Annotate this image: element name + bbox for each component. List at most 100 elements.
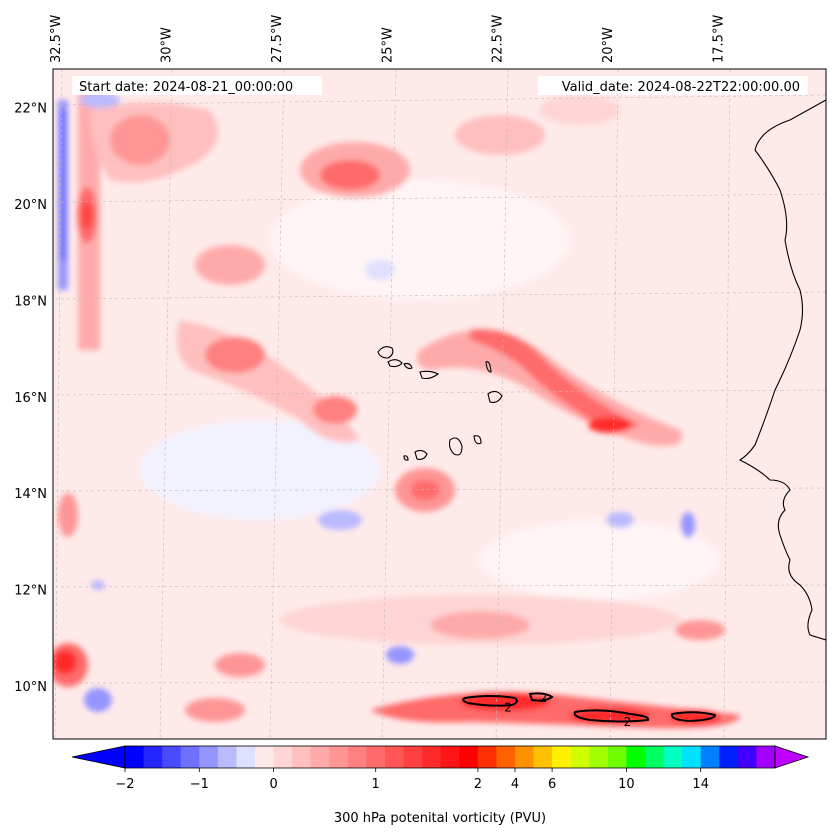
pv-negative-spot bbox=[386, 646, 414, 664]
colorbar-swatch bbox=[199, 746, 219, 768]
pv-negative-strip bbox=[60, 110, 66, 260]
colorbar-tick-label: −2 bbox=[115, 777, 134, 792]
start-date-text: Start date: 2024-08-21_00:00:00 bbox=[79, 80, 293, 95]
pv-southern-band-west-core bbox=[53, 650, 77, 674]
island-outline bbox=[377, 346, 394, 359]
pv-negative-spot bbox=[84, 688, 112, 712]
latitude-tick-label: 18°N bbox=[14, 294, 47, 309]
africa-coastline bbox=[738, 99, 826, 641]
pv-southern-band bbox=[185, 698, 245, 722]
pv-southern-band bbox=[675, 620, 725, 640]
colorbar: −2 −1 0 1 2 4 6 10 14 300 hPa potenital vorticit… bbox=[71, 745, 810, 826]
colorbar-swatch bbox=[440, 746, 460, 768]
colorbar-swatch bbox=[515, 746, 535, 768]
colorbar-tick-label: 6 bbox=[548, 777, 556, 792]
colorbar-swatch bbox=[756, 746, 776, 768]
gridline-lat bbox=[54, 94, 826, 106]
colorbar-swatch bbox=[217, 746, 237, 768]
colorbar-swatch bbox=[570, 746, 590, 768]
map-frame bbox=[52, 68, 827, 740]
latitude-tick-label: 10°N bbox=[14, 680, 47, 695]
pv-negative-spot bbox=[606, 512, 634, 528]
latitude-tick-label: 12°N bbox=[14, 584, 47, 599]
gridline-lat bbox=[54, 389, 826, 396]
colorbar-swatch bbox=[700, 746, 720, 768]
colorbar-tick-label: −1 bbox=[190, 777, 209, 792]
island-outline bbox=[485, 361, 492, 373]
gridline-lon bbox=[54, 69, 63, 739]
longitude-tick-label: 32.5°W bbox=[49, 15, 64, 63]
longitude-tick-label: 30°W bbox=[159, 27, 174, 63]
colorbar-swatch bbox=[292, 746, 312, 768]
colorbar-tick-label: 0 bbox=[269, 777, 277, 792]
gridline-lat bbox=[54, 193, 826, 203]
pv-weak-region bbox=[270, 180, 570, 300]
pv-negative-spot bbox=[681, 512, 695, 538]
colorbar-swatch bbox=[533, 746, 553, 768]
pv-central-ridge-core bbox=[313, 396, 357, 424]
island-outline bbox=[487, 390, 503, 403]
pv-negative-spot bbox=[318, 510, 362, 530]
colorbar-swatch bbox=[663, 746, 683, 768]
valid-date-box bbox=[538, 76, 808, 95]
colorbar-tick-label: 14 bbox=[692, 777, 709, 792]
island-outline bbox=[387, 359, 403, 368]
colorbar-swatch bbox=[422, 746, 442, 768]
pv-western-band-core bbox=[82, 201, 92, 229]
longitude-tick-label: 20°W bbox=[601, 27, 616, 63]
gridline-lat bbox=[54, 291, 826, 300]
pv-negative-spot bbox=[91, 580, 105, 590]
pv-contour-line bbox=[528, 692, 554, 702]
colorbar-ticks: −2 −1 0 1 2 4 6 10 14 bbox=[115, 768, 709, 792]
colorbar-swatch bbox=[162, 746, 182, 768]
longitude-tick-label: 27.5°W bbox=[270, 15, 285, 63]
longitude-tick-label: 17.5°W bbox=[712, 15, 727, 63]
colorbar-tick-label: 4 bbox=[511, 777, 519, 792]
colorbar-swatch bbox=[459, 746, 479, 768]
colorbar-swatch bbox=[180, 746, 200, 768]
longitude-ticks: 32.5°W 30°W 27.5°W 25°W 22.5°W 20°W 17.5°W bbox=[49, 15, 727, 63]
colorbar-swatches bbox=[125, 746, 776, 768]
gridline-lat bbox=[54, 584, 826, 588]
island-outline bbox=[448, 437, 463, 456]
colorbar-swatch bbox=[645, 746, 665, 768]
colorbar-swatch bbox=[403, 746, 423, 768]
longitude-tick-label: 25°W bbox=[380, 27, 395, 63]
coastline bbox=[738, 99, 826, 641]
pv-central-ridge-core bbox=[205, 337, 265, 373]
latitude-tick-label: 14°N bbox=[14, 487, 47, 502]
gridline-lat bbox=[54, 681, 826, 684]
colorbar-swatch bbox=[143, 746, 163, 768]
colorbar-swatch bbox=[496, 746, 516, 768]
colorbar-swatch bbox=[329, 746, 349, 768]
island-outline bbox=[403, 362, 413, 370]
pv-contour-line bbox=[573, 709, 650, 723]
pv-southern-band bbox=[430, 611, 530, 639]
gridline-lon bbox=[381, 69, 397, 739]
pv-southern-band-east-core bbox=[460, 693, 550, 711]
gridline-lon bbox=[159, 69, 173, 739]
contour-label: 2 bbox=[624, 715, 632, 729]
pv-central-ridge bbox=[195, 245, 265, 285]
colorbar-frame bbox=[124, 745, 776, 769]
island-outline bbox=[419, 370, 440, 380]
pv-north-central-core bbox=[320, 160, 380, 190]
colorbar-swatch bbox=[682, 746, 702, 768]
pv-contour-line bbox=[462, 695, 518, 707]
colorbar-swatch bbox=[719, 746, 739, 768]
colorbar-swatch bbox=[607, 746, 627, 768]
colorbar-tick-label: 2 bbox=[474, 777, 482, 792]
pv-southern-band bbox=[215, 653, 265, 677]
island-outline bbox=[473, 435, 482, 445]
colorbar-swatch bbox=[385, 746, 405, 768]
pv-field: 2 2 2 bbox=[53, 69, 826, 739]
latitude-tick-label: 16°N bbox=[14, 391, 47, 406]
pv-weak-region bbox=[140, 420, 380, 520]
colorbar-swatch bbox=[737, 746, 757, 768]
start-date-box bbox=[72, 76, 322, 95]
colorbar-swatch bbox=[125, 746, 145, 768]
contour-label: 2 bbox=[504, 701, 512, 715]
colorbar-under-arrow bbox=[71, 745, 126, 769]
pv-south-cluster-core bbox=[410, 480, 440, 500]
